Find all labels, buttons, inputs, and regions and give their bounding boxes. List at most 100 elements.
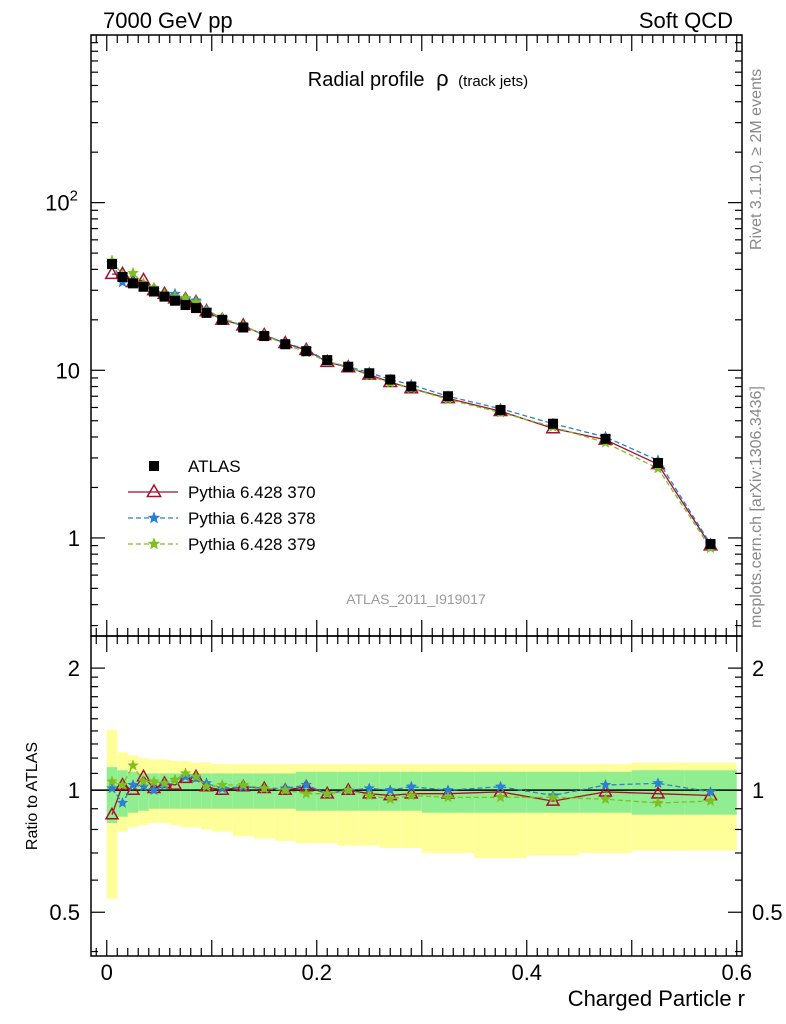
data-point bbox=[191, 303, 201, 314]
legend-marker bbox=[147, 537, 161, 550]
data-point bbox=[159, 291, 170, 302]
data-point bbox=[364, 368, 375, 379]
ratio-y-tick-label-right: 0.5 bbox=[752, 900, 783, 925]
main-title-suffix: (track jets) bbox=[458, 73, 528, 90]
ratio-point bbox=[106, 775, 118, 787]
ratio-plot-panel: 0.5 0.5 1 1 2 2 0 0.2 0.4 0.6 Ratio to ATLAS Char… bbox=[24, 635, 783, 1011]
ratio-point bbox=[321, 787, 334, 799]
ratio-point bbox=[158, 777, 171, 789]
ratio-y-tick-label-left: 1 bbox=[68, 778, 80, 803]
ratio-point bbox=[599, 778, 612, 790]
data-point bbox=[170, 295, 180, 306]
legend-marker bbox=[149, 461, 159, 471]
legend-label: Pythia 6.428 379 bbox=[188, 535, 316, 554]
data-point bbox=[117, 272, 128, 283]
x-tick-label: 0 bbox=[101, 960, 113, 985]
data-point bbox=[600, 433, 611, 444]
ratio-point bbox=[216, 778, 229, 790]
band-inner bbox=[159, 773, 170, 809]
data-point bbox=[104, 265, 120, 280]
main-title-text: Radial profile bbox=[308, 69, 425, 91]
main-title-symbol: ρ bbox=[436, 66, 449, 91]
rivet-version-label: Rivet 3.1.10, ≥ 2M events bbox=[748, 69, 765, 250]
x-tick-label: 0.6 bbox=[721, 960, 752, 985]
ratio-point bbox=[494, 780, 507, 792]
ratio-y-tick-label-left: 2 bbox=[68, 656, 80, 681]
data-point bbox=[107, 259, 117, 270]
ratio-point bbox=[405, 780, 418, 792]
data-point bbox=[280, 339, 291, 350]
ratio-point bbox=[237, 778, 250, 790]
ratio-point bbox=[200, 780, 213, 792]
ratio-point bbox=[127, 778, 139, 790]
data-point bbox=[201, 307, 212, 318]
legend-marker bbox=[147, 511, 161, 524]
data-point bbox=[238, 322, 249, 333]
ratio-point bbox=[179, 767, 192, 779]
ratio-point bbox=[342, 784, 355, 796]
main-series-layer bbox=[104, 254, 719, 554]
ratio-point bbox=[300, 787, 313, 799]
ratio-point bbox=[190, 770, 202, 782]
ratio-point bbox=[442, 791, 454, 803]
ratio-point bbox=[704, 794, 717, 806]
ratio-point bbox=[116, 778, 129, 790]
x-tick-label: 0.2 bbox=[301, 960, 332, 985]
legend-entry: ATLAS bbox=[149, 457, 241, 476]
ratio-point bbox=[169, 773, 181, 785]
legend-entry: Pythia 6.428 379 bbox=[128, 535, 316, 554]
band-inner bbox=[106, 767, 118, 823]
y-tick-label: 10 bbox=[56, 358, 80, 383]
ratio-line bbox=[111, 775, 711, 815]
ratio-axis-ticks: 0.5 0.5 1 1 2 2 0 0.2 0.4 0.6 bbox=[49, 636, 783, 985]
x-axis-label: Charged Particle r bbox=[568, 986, 745, 1011]
ratio-point bbox=[127, 759, 139, 771]
ratio-series-pythia-6-428-379 bbox=[106, 759, 717, 808]
data-point bbox=[406, 381, 417, 392]
band-inner bbox=[138, 773, 149, 811]
data-point bbox=[705, 538, 716, 549]
ratio-point bbox=[104, 806, 120, 820]
data-point bbox=[653, 457, 663, 468]
ratio-point bbox=[258, 782, 271, 794]
legend-label: ATLAS bbox=[188, 457, 241, 476]
ratio-point bbox=[652, 796, 664, 808]
ratio-line bbox=[111, 775, 711, 805]
data-point bbox=[301, 346, 312, 357]
ratio-y-tick-label-right: 2 bbox=[752, 656, 764, 681]
main-plot-panel: 1 10 102 Radial profile ρ (track jets) ATL… bbox=[45, 34, 743, 637]
mcplots-label: mcplots.cern.ch [arXiv:1306.3436] bbox=[748, 386, 765, 628]
main-axis-ticks: 1 10 102 bbox=[45, 34, 742, 636]
watermark-analysis-id: ATLAS_2011_I919017 bbox=[346, 591, 486, 607]
ratio-point bbox=[279, 784, 292, 796]
ratio-point bbox=[148, 784, 160, 796]
main-title: Radial profile ρ (track jets) bbox=[308, 66, 528, 91]
band-inner bbox=[211, 773, 233, 809]
data-point bbox=[495, 404, 506, 415]
data-point bbox=[128, 278, 138, 289]
data-point bbox=[259, 331, 270, 342]
data-point bbox=[138, 281, 149, 292]
ratio-point bbox=[547, 791, 559, 803]
ratio-point bbox=[704, 785, 717, 797]
markers-atlas bbox=[107, 259, 716, 549]
data-point bbox=[149, 286, 159, 297]
band-inner bbox=[190, 773, 202, 809]
data-point bbox=[322, 355, 333, 366]
category-label: Soft QCD bbox=[639, 8, 733, 33]
legend-entry: Pythia 6.428 370 bbox=[128, 483, 316, 502]
band-inner bbox=[117, 770, 128, 817]
energy-label: 7000 GeV pp bbox=[103, 8, 233, 33]
ratio-series-layer bbox=[91, 759, 742, 820]
ratio-point bbox=[405, 789, 418, 801]
ratio-point bbox=[494, 791, 507, 803]
ratio-point bbox=[363, 789, 376, 801]
ratio-point bbox=[599, 793, 612, 805]
legend-entry: Pythia 6.428 378 bbox=[128, 509, 316, 528]
band-inner bbox=[127, 771, 139, 813]
data-point bbox=[217, 314, 228, 325]
ratio-panel-frame bbox=[90, 635, 743, 957]
data-point bbox=[443, 391, 453, 402]
